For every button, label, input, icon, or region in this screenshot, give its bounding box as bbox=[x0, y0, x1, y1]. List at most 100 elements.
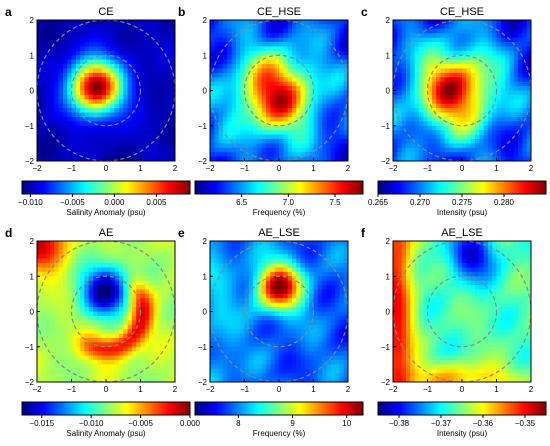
panel-letter: a bbox=[5, 5, 12, 19]
colorbar-bar bbox=[21, 401, 191, 416]
y-tick-label: 2 bbox=[203, 16, 208, 25]
y-tick-label: 0 bbox=[30, 87, 35, 96]
colorbar-e: 8 9 10 Frequency (%) bbox=[194, 401, 364, 438]
x-tick-label: 0 bbox=[460, 385, 465, 394]
x-tick-label: −1 bbox=[423, 164, 433, 173]
colorbar-f: −0.38 −0.37 −0.36 −0.35 Intensity (psu) bbox=[377, 401, 547, 438]
circle-r1 bbox=[243, 54, 315, 127]
x-tick-label: 0 bbox=[277, 385, 282, 394]
colorbar-bar bbox=[194, 180, 364, 195]
panel-letter: c bbox=[361, 5, 368, 19]
panel-title: CE bbox=[98, 6, 113, 18]
panel-title: AE bbox=[99, 227, 114, 239]
x-tick-label: 2 bbox=[346, 164, 351, 173]
x-tick-label: 2 bbox=[529, 164, 534, 173]
colorbar-tick-label: 0.000 bbox=[180, 419, 201, 428]
colorbar-tick-label: −0.005 bbox=[60, 198, 85, 207]
colorbar-tick-label: 10 bbox=[342, 419, 351, 428]
y-tick-label: 1 bbox=[203, 272, 208, 281]
y-tick-label: 2 bbox=[30, 237, 35, 246]
y-tick-label: −2 bbox=[381, 157, 391, 166]
colorbar-label: Intensity (psu) bbox=[437, 208, 488, 217]
colorbar-tick-label: −0.010 bbox=[18, 198, 43, 207]
x-tick-label: 1 bbox=[494, 164, 499, 173]
colorbar-tick-label: 0.265 bbox=[368, 198, 389, 207]
y-tick-label: 1 bbox=[386, 51, 391, 60]
colorbar-tick-label: 0.270 bbox=[410, 198, 431, 207]
x-tick-label: 1 bbox=[138, 164, 143, 173]
panel-letter: e bbox=[178, 226, 185, 240]
colorbar-tick-label: 7.5 bbox=[329, 198, 341, 207]
y-tick-label: 1 bbox=[203, 51, 208, 60]
colorbar-label: Salinity Anomaly (psu) bbox=[66, 429, 145, 438]
colorbar-tick-label: 8 bbox=[236, 419, 241, 428]
y-tick-label: −2 bbox=[198, 157, 208, 166]
x-tick-label: −1 bbox=[67, 385, 77, 394]
colorbar-label: Salinity Anomaly (psu) bbox=[66, 208, 145, 217]
colorbar-bar bbox=[377, 401, 547, 416]
panel-title: CE_HSE bbox=[440, 6, 484, 18]
colorbar-tick-label: −0.35 bbox=[515, 419, 536, 428]
x-tick-label: 1 bbox=[311, 385, 316, 394]
colorbar-d: −0.015 −0.010 −0.005 0.000 Salinity Anomaly … bbox=[21, 401, 201, 438]
circle-r1 bbox=[70, 54, 142, 127]
y-tick-label: 2 bbox=[386, 237, 391, 246]
x-tick-label: −1 bbox=[67, 164, 77, 173]
colorbar-bar bbox=[21, 180, 191, 195]
heatmap-f bbox=[393, 241, 531, 382]
panel-d: −2 −1 0 1 2 2 1 0 −1 −2 AE d −0.015 −0.010 −0.005 0.000… bbox=[5, 226, 201, 438]
x-tick-label: 2 bbox=[529, 385, 534, 394]
y-tick-label: −2 bbox=[25, 157, 35, 166]
y-tick-label: −2 bbox=[381, 378, 391, 387]
x-tick-label: 1 bbox=[494, 385, 499, 394]
y-tick-label: 0 bbox=[386, 87, 391, 96]
x-tick-label: −2 bbox=[388, 164, 398, 173]
colorbar-tick-label: 0.000 bbox=[104, 198, 125, 207]
y-tick-label: −2 bbox=[25, 378, 35, 387]
colorbar-label: Frequency (%) bbox=[253, 429, 306, 438]
colorbar-tick-label: 6.5 bbox=[236, 198, 248, 207]
panel-title: AE_LSE bbox=[258, 227, 300, 239]
colorbar-tick-label: 0.280 bbox=[494, 198, 515, 207]
x-tick-label: 0 bbox=[104, 385, 109, 394]
colorbar-tick-label: −0.005 bbox=[128, 419, 153, 428]
y-tick-label: 2 bbox=[30, 16, 35, 25]
y-tick-label: 2 bbox=[203, 237, 208, 246]
panel-a: −2 −1 0 1 2 2 1 0 −1 −2 CE a −0.010 −0.005 0.000 0.005S… bbox=[5, 5, 191, 217]
colorbar-label: Frequency (%) bbox=[253, 208, 306, 217]
x-tick-label: 0 bbox=[460, 164, 465, 173]
panel-title: CE_HSE bbox=[257, 6, 301, 18]
y-tick-label: 2 bbox=[386, 16, 391, 25]
colorbar-tick-label: −0.37 bbox=[431, 419, 452, 428]
y-tick-label: 1 bbox=[30, 51, 35, 60]
y-tick-label: −1 bbox=[381, 343, 391, 352]
colorbar-tick-label: −0.36 bbox=[473, 419, 494, 428]
heatmap-a bbox=[37, 20, 175, 161]
x-tick-label: 1 bbox=[311, 164, 316, 173]
x-tick-label: −2 bbox=[388, 385, 398, 394]
panel-c: −2 −1 0 1 2 2 1 0 −1 −2 CE_HSE c 0.265 0.270 0.275 0.28… bbox=[361, 5, 547, 217]
x-tick-label: −1 bbox=[240, 164, 250, 173]
panel-b: −2 −1 0 1 2 2 1 0 −1 −2 CE_HSE b 6.5 7.0 7.5 Frequency … bbox=[178, 5, 364, 217]
colorbar-bar bbox=[377, 180, 547, 195]
colorbar-tick-label: −0.38 bbox=[389, 419, 410, 428]
heatmap-b bbox=[210, 20, 348, 161]
circle-r1 bbox=[426, 275, 498, 348]
colorbar-c: 0.265 0.270 0.275 0.280 Intensity (psu) bbox=[368, 180, 547, 217]
y-tick-label: 0 bbox=[386, 308, 391, 317]
panel-letter: d bbox=[5, 226, 12, 240]
panel-letter: b bbox=[178, 5, 185, 19]
y-tick-label: 1 bbox=[30, 272, 35, 281]
panel-title: AE_LSE bbox=[441, 227, 483, 239]
circle-r1 bbox=[70, 275, 142, 348]
colorbar-tick-label: −0.015 bbox=[29, 419, 54, 428]
colorbar-tick-label: 0.275 bbox=[452, 198, 473, 207]
panel-letter: f bbox=[361, 226, 366, 240]
circle-r1 bbox=[243, 275, 315, 348]
colorbar-bar bbox=[194, 401, 364, 416]
y-tick-label: −2 bbox=[198, 378, 208, 387]
